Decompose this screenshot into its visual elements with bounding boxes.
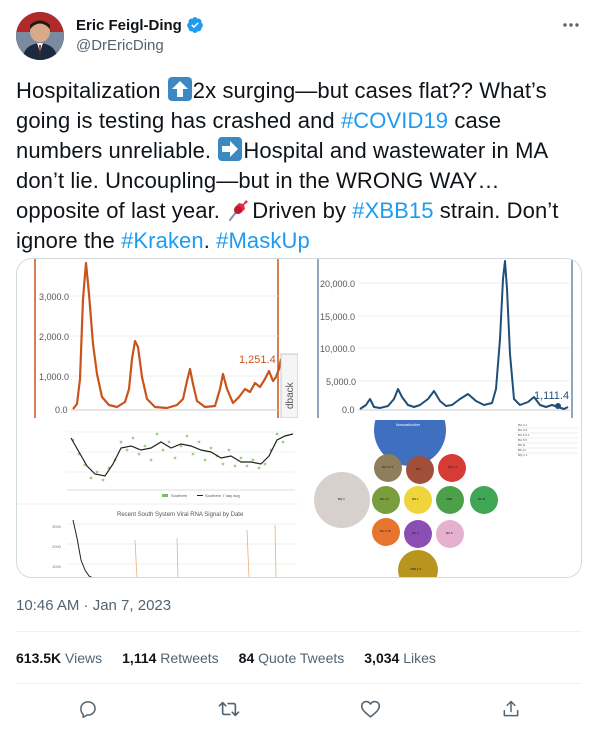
svg-text:BF.7: BF.7 <box>416 467 422 471</box>
hashtag-link[interactable]: #Kraken <box>121 228 204 253</box>
legend-label: Southern <box>171 493 187 498</box>
legend-row: BQ.1.1 <box>518 453 528 457</box>
svg-text:BA.2.75: BA.2.75 <box>380 529 391 533</box>
feedback-tab-label: dback <box>285 381 296 409</box>
right-arrow-emoji-icon <box>217 136 243 162</box>
chart-title: Recent South System Viral RNA Signal by … <box>117 512 244 518</box>
viral-rna-chart-image[interactable]: Southern Southern 7 day avg Recent South… <box>17 420 298 577</box>
hospitalization-chart-image[interactable]: 3,000.0 2,000.0 1,000.0 0.0 1,251.4 dbac… <box>17 259 298 418</box>
svg-text:BA.5.2.1: BA.5.2.1 <box>382 465 394 469</box>
retweets-stat[interactable]: 1,114 Retweets <box>122 650 219 666</box>
legend-row: BA.5.5 <box>518 438 527 442</box>
svg-text:BQ.1: BQ.1 <box>338 497 345 501</box>
svg-text:XBB.1.5: XBB.1.5 <box>410 567 421 571</box>
up-arrow-emoji-icon <box>167 76 193 102</box>
legend-row: BA.5.2.1 <box>518 433 530 437</box>
stat-label: Views <box>65 650 103 666</box>
tweet-text-segment: 2x surging—but cases flat?? What’s going… <box>16 78 547 133</box>
more-icon[interactable] <box>560 14 582 36</box>
svg-text:BN.1: BN.1 <box>412 497 419 501</box>
stat-value: 3,034 <box>364 650 400 666</box>
retweet-icon[interactable] <box>216 696 242 722</box>
share-icon[interactable] <box>498 696 524 722</box>
stat-label: Likes <box>403 650 436 666</box>
reply-icon[interactable] <box>75 696 101 722</box>
tweet-text-segment: Driven by <box>252 198 353 223</box>
bubble-label: Nowcast/outlier <box>396 423 421 427</box>
tweet-text-segment: . <box>203 228 217 253</box>
tweet-text-segment: strain. Don’t ignore the <box>16 198 559 253</box>
tweet-text: Hospitalization 2x surging—but cases fla… <box>16 76 582 256</box>
legend-row: BF.11 <box>518 443 526 447</box>
y-tick: 10,000.0 <box>320 344 355 354</box>
y-tick: 15,000.0 <box>320 312 355 322</box>
hashtag-link[interactable]: #COVID19 <box>340 108 449 133</box>
svg-text:3000: 3000 <box>52 524 62 529</box>
avatar[interactable] <box>16 12 64 60</box>
pushpin-emoji-icon <box>226 196 252 222</box>
hashtag-link[interactable]: #XBB15 <box>352 198 434 223</box>
likes-stat[interactable]: 3,034 Likes <box>364 650 436 666</box>
y-tick: 0.0 <box>342 405 355 415</box>
tweet-header: Eric Feigl-Ding @DrEricDing <box>16 12 582 62</box>
svg-text:XBB: XBB <box>446 497 452 501</box>
tweet-text-segment: Hospitalization <box>16 78 167 103</box>
media-grid[interactable]: 3,000.0 2,000.0 1,000.0 0.0 1,251.4 dbac… <box>16 258 582 578</box>
wastewater-chart-image[interactable]: 20,000.0 15,000.0 10,000.0 5,000.0 0.0 1… <box>300 259 581 418</box>
svg-text:BA.5: BA.5 <box>446 531 453 535</box>
svg-text:1000: 1000 <box>52 564 62 569</box>
author-handle[interactable]: @DrEricDing <box>76 37 164 54</box>
legend-row: BF.14 <box>518 448 526 452</box>
last-value-label: 1,111.4 <box>534 390 569 402</box>
views-stat[interactable]: 613.5K Views <box>16 650 102 666</box>
stat-value: 1,114 <box>122 650 157 666</box>
svg-text:BA.4.6: BA.4.6 <box>380 497 389 501</box>
y-tick: 2,000.0 <box>39 332 69 342</box>
divider <box>16 683 582 684</box>
verified-badge-icon <box>186 16 204 34</box>
legend-row: BA.4.6 <box>518 428 527 432</box>
legend-label: Southern 7 day avg <box>205 493 240 498</box>
author-display-name[interactable]: Eric Feigl-Ding <box>76 16 182 34</box>
tweet-actions <box>0 696 598 722</box>
stat-label: Retweets <box>160 650 219 666</box>
y-tick: 1,000.0 <box>39 372 69 382</box>
svg-text:BF.11: BF.11 <box>478 497 486 501</box>
last-value-label: 1,251.4 <box>239 354 276 366</box>
variant-bubbles-image[interactable]: Nowcast/outlier BA.5.2.1 BF.7 BQ.1.1 BQ.1 B… <box>300 420 581 577</box>
divider <box>16 631 582 632</box>
svg-text:BA.4: BA.4 <box>412 531 419 535</box>
y-tick: 0.0 <box>55 405 68 415</box>
svg-text:2000: 2000 <box>52 544 62 549</box>
svg-text:BQ.1.1: BQ.1.1 <box>448 465 458 469</box>
y-tick: 20,000.0 <box>320 279 355 289</box>
hashtag-link[interactable]: #MaskUp <box>216 228 310 253</box>
y-tick: 3,000.0 <box>39 292 69 302</box>
tweet-text-segment: Hospital and wastewater in MA don’t lie.… <box>16 138 548 223</box>
tweet-timestamp[interactable]: 10:46 AM · Jan 7, 2023 <box>16 597 172 614</box>
legend-row: BA.4.1 <box>518 423 527 427</box>
stat-value: 84 <box>238 650 255 666</box>
stat-label: Quote Tweets <box>258 650 345 666</box>
y-tick: 5,000.0 <box>326 377 356 387</box>
tweet-text-segment: case numbers unreliable. <box>16 108 502 163</box>
like-icon[interactable] <box>357 696 383 722</box>
quote-tweets-stat[interactable]: 84 Quote Tweets <box>239 650 345 666</box>
stat-value: 613.5K <box>16 650 62 666</box>
tweet-stats: 613.5K Views 1,114 Retweets 84 Quote Twe… <box>16 650 456 666</box>
